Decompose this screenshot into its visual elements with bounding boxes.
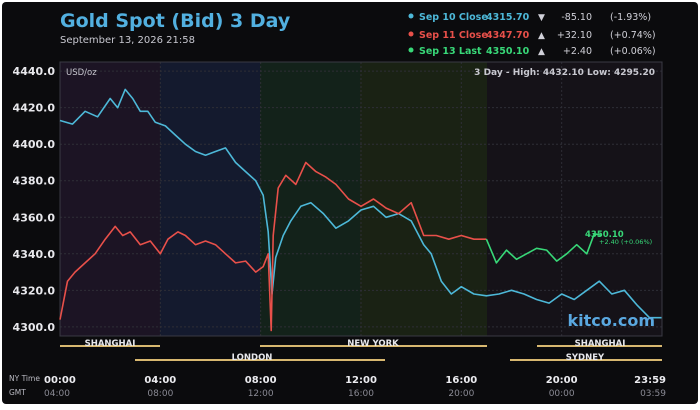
- legend: Sep 10 Close 4315.70 ▼ -85.10 (-1.93%) S…: [408, 12, 656, 57]
- chart-datetime: September 13, 2026 21:58: [60, 35, 195, 46]
- session-bar-new-york: [260, 345, 487, 347]
- x-tick-gmt: 03:59: [640, 389, 666, 399]
- x-tick-gmt: 00:00: [549, 389, 575, 399]
- ny-time-row-label: NY Time: [9, 374, 40, 383]
- legend-dot-sep13: [408, 47, 414, 53]
- series-line-sep-13-last: [485, 232, 602, 264]
- legend-pct-sep13: (+0.06%): [610, 46, 656, 57]
- last-price-label: 4350.10: [585, 230, 624, 240]
- x-axis: 00:00 04:00 04:00 08:00 08:00 12:00 12:00 16:00…: [44, 375, 666, 399]
- session-label-new-york: NEW YORK: [347, 339, 399, 349]
- session-bar-sydney: [510, 359, 662, 361]
- plot-frame: [59, 61, 663, 337]
- legend-value-sep11: 4347.70: [486, 30, 530, 41]
- watermark: kitco.com: [568, 311, 655, 330]
- x-tick-gmt: 12:00: [248, 389, 274, 399]
- x-tick-gmt: 04:00: [44, 389, 70, 399]
- legend-change-sep13: +2.40: [563, 46, 592, 57]
- session-bar-shanghai-1: [60, 345, 160, 347]
- series-line-sep-10-close: [59, 88, 662, 319]
- legend-arrow-sep13: ▲: [538, 47, 545, 57]
- session-label-shanghai-2: SHANGHAI: [575, 339, 626, 349]
- chart-title: Gold Spot (Bid) 3 Day: [60, 10, 291, 32]
- session-label-london: LONDON: [232, 353, 273, 363]
- y-tick-label: 4400.0: [13, 138, 56, 151]
- shade-ny-overlap: [260, 62, 360, 336]
- legend-arrow-sep10: ▼: [538, 13, 545, 23]
- series-group: [59, 88, 662, 332]
- legend-item-sep10: Sep 10 Close 4315.70 ▼ -85.10 (-1.93%): [408, 12, 651, 23]
- shade-ny: [360, 62, 487, 336]
- legend-value-sep13: 4350.10: [486, 46, 530, 57]
- y-tick-label: 4420.0: [13, 102, 56, 115]
- legend-value-sep10: 4315.70: [486, 12, 530, 23]
- shade-asia-1: [60, 62, 160, 336]
- x-tick-ny: 23:59: [634, 375, 666, 386]
- legend-item-sep13: Sep 13 Last 4350.10 ▲ +2.40 (+0.06%): [408, 46, 656, 57]
- y-tick-label: 4380.0: [13, 175, 56, 188]
- x-tick-gmt: 16:00: [348, 389, 374, 399]
- y-tick-label: 4320.0: [13, 284, 56, 297]
- session-bar-london: [135, 359, 385, 361]
- y-tick-label: 4360.0: [13, 211, 56, 224]
- x-tick-ny: 16:00: [445, 375, 477, 386]
- session-label-shanghai-1: SHANGHAI: [85, 339, 136, 349]
- legend-change-sep11: +32.10: [557, 30, 592, 41]
- x-tick-gmt: 08:00: [147, 389, 173, 399]
- y-axis: 4300.0 4320.0 4340.0 4360.0 4380.0 4400.0 4420…: [13, 65, 56, 334]
- x-tick-gmt: 20:00: [448, 389, 474, 399]
- shade-after: [487, 62, 662, 336]
- legend-label-sep10: Sep 10 Close: [419, 12, 488, 23]
- legend-dot-sep10: [408, 13, 414, 19]
- legend-pct-sep10: (-1.93%): [610, 12, 651, 23]
- series-line-sep-11-close: [59, 161, 487, 332]
- legend-change-sep10: -85.10: [561, 12, 592, 23]
- last-change-label: +2.40 (+0.06%): [599, 238, 652, 246]
- session-bar-shanghai-2: [537, 345, 662, 347]
- x-tick-ny: 12:00: [345, 375, 377, 386]
- legend-label-sep11: Sep 11 Close: [419, 30, 488, 41]
- y-tick-label: 4340.0: [13, 248, 56, 261]
- y-tick-label: 4300.0: [13, 321, 56, 334]
- legend-pct-sep11: (+0.74%): [610, 30, 656, 41]
- x-tick-ny: 04:00: [144, 375, 176, 386]
- range-text: 3 Day - High: 4432.10 Low: 4295.20: [474, 68, 655, 78]
- unit-label: USD/oz: [66, 68, 97, 78]
- session-label-sydney: SYDNEY: [566, 353, 605, 363]
- x-tick-ny: 08:00: [245, 375, 277, 386]
- y-tick-label: 4440.0: [13, 65, 56, 78]
- session-bars: SHANGHAI NEW YORK SHANGHAI LONDON SYDNEY: [60, 339, 662, 363]
- shade-asia-london: [160, 62, 260, 336]
- x-tick-ny: 20:00: [546, 375, 578, 386]
- legend-item-sep11: Sep 11 Close 4347.70 ▲ +32.10 (+0.74%): [408, 30, 656, 41]
- legend-label-sep13: Sep 13 Last: [419, 46, 482, 57]
- x-tick-ny: 00:00: [44, 375, 76, 386]
- legend-arrow-sep11: ▲: [538, 31, 545, 41]
- gmt-row-label: GMT: [9, 388, 26, 397]
- legend-dot-sep11: [408, 31, 414, 37]
